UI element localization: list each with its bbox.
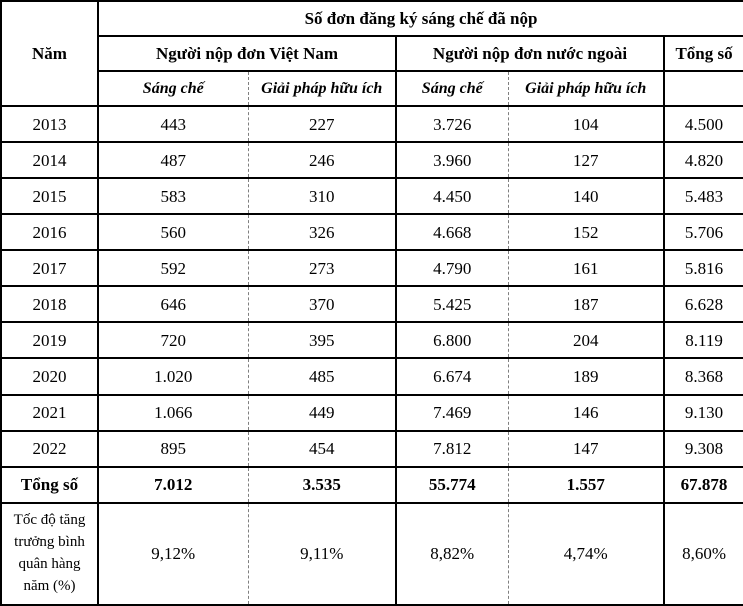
value-cell: 152 — [508, 214, 665, 252]
value-cell: 161 — [508, 250, 665, 288]
year-cell: 2013 — [1, 106, 99, 144]
total-cell: 4.500 — [664, 106, 743, 144]
value-cell: 104 — [508, 106, 665, 144]
value-cell: 443 — [98, 106, 249, 144]
value-cell: 310 — [248, 178, 397, 216]
value-cell: 560 — [98, 214, 249, 252]
total-value-cell: 67.878 — [664, 466, 743, 504]
year-cell: 2019 — [1, 322, 99, 360]
value-cell: 4.450 — [396, 178, 509, 216]
table-row: 2013 443 227 3.726 104 4.500 — [1, 106, 743, 144]
value-cell: 187 — [508, 286, 665, 324]
table-row: 2022 895 454 7.812 147 9.308 — [1, 430, 743, 468]
value-cell: 7.469 — [396, 394, 509, 432]
total-value-cell: 3.535 — [248, 466, 397, 504]
subheader-foreign-utility: Giải pháp hữu ích — [508, 71, 665, 108]
value-cell: 5.425 — [396, 286, 509, 324]
table-row: 2021 1.066 449 7.469 146 9.130 — [1, 394, 743, 432]
value-cell: 3.726 — [396, 106, 509, 144]
year-cell: 2017 — [1, 250, 99, 288]
table-title: Số đơn đăng ký sáng chế đã nộp — [98, 1, 743, 38]
totals-row: Tổng số 7.012 3.535 55.774 1.557 67.878 — [1, 466, 743, 504]
total-cell: 4.820 — [664, 142, 743, 180]
value-cell: 246 — [248, 142, 397, 180]
group-header-foreign: Người nộp đơn nước ngoài — [396, 36, 665, 73]
growth-rate-row: Tốc độ tăng trưởng bình quân hàng năm (%… — [1, 502, 743, 606]
value-cell: 7.812 — [396, 430, 509, 468]
year-cell: 2015 — [1, 178, 99, 216]
subheader-foreign-patent: Sáng chế — [396, 71, 509, 108]
value-cell: 395 — [248, 322, 397, 360]
growth-value-cell: 9,12% — [98, 502, 249, 606]
growth-value-cell: 8,82% — [396, 502, 509, 606]
value-cell: 6.674 — [396, 358, 509, 396]
total-cell: 5.483 — [664, 178, 743, 216]
value-cell: 326 — [248, 214, 397, 252]
total-column-header: Tổng số — [664, 36, 743, 73]
table-row: 2019 720 395 6.800 204 8.119 — [1, 322, 743, 360]
totals-row-label: Tổng số — [1, 466, 99, 504]
year-cell: 2020 — [1, 358, 99, 396]
header-row-groups: Người nộp đơn Việt Nam Người nộp đơn nướ… — [1, 36, 743, 73]
value-cell: 449 — [248, 394, 397, 432]
table-row: 2016 560 326 4.668 152 5.706 — [1, 214, 743, 252]
year-cell: 2016 — [1, 214, 99, 252]
table-row: 2018 646 370 5.425 187 6.628 — [1, 286, 743, 324]
growth-value-cell: 4,74% — [508, 502, 665, 606]
value-cell: 1.066 — [98, 394, 249, 432]
total-cell: 9.130 — [664, 394, 743, 432]
growth-rate-row-label: Tốc độ tăng trưởng bình quân hàng năm (%… — [1, 502, 99, 606]
total-cell: 6.628 — [664, 286, 743, 324]
group-header-vietnam: Người nộp đơn Việt Nam — [98, 36, 397, 73]
value-cell: 3.960 — [396, 142, 509, 180]
total-cell: 9.308 — [664, 430, 743, 468]
total-value-cell: 7.012 — [98, 466, 249, 504]
year-cell: 2014 — [1, 142, 99, 180]
value-cell: 4.790 — [396, 250, 509, 288]
subheader-vn-utility: Giải pháp hữu ích — [248, 71, 397, 108]
table-row: 2014 487 246 3.960 127 4.820 — [1, 142, 743, 180]
year-cell: 2022 — [1, 430, 99, 468]
value-cell: 646 — [98, 286, 249, 324]
total-value-cell: 1.557 — [508, 466, 665, 504]
value-cell: 895 — [98, 430, 249, 468]
value-cell: 583 — [98, 178, 249, 216]
header-row-title: Năm Số đơn đăng ký sáng chế đã nộp — [1, 1, 743, 108]
empty-cell — [664, 71, 743, 108]
table-row: 2017 592 273 4.790 161 5.816 — [1, 250, 743, 288]
value-cell: 147 — [508, 430, 665, 468]
header-row-subcolumns: Sáng chế Giải pháp hữu ích Sáng chế Giải… — [1, 71, 743, 108]
year-cell: 2021 — [1, 394, 99, 432]
value-cell: 189 — [508, 358, 665, 396]
year-cell: 2018 — [1, 286, 99, 324]
total-cell: 5.706 — [664, 214, 743, 252]
value-cell: 146 — [508, 394, 665, 432]
value-cell: 273 — [248, 250, 397, 288]
total-value-cell: 55.774 — [396, 466, 509, 504]
value-cell: 720 — [98, 322, 249, 360]
table-row: 2020 1.020 485 6.674 189 8.368 — [1, 358, 743, 396]
total-cell: 8.119 — [664, 322, 743, 360]
value-cell: 1.020 — [98, 358, 249, 396]
value-cell: 140 — [508, 178, 665, 216]
value-cell: 227 — [248, 106, 397, 144]
value-cell: 592 — [98, 250, 249, 288]
value-cell: 370 — [248, 286, 397, 324]
growth-value-cell: 8,60% — [664, 502, 743, 606]
table-row: 2015 583 310 4.450 140 5.483 — [1, 178, 743, 216]
growth-value-cell: 9,11% — [248, 502, 397, 606]
year-column-header: Năm — [1, 1, 99, 108]
subheader-vn-patent: Sáng chế — [98, 71, 249, 108]
value-cell: 4.668 — [396, 214, 509, 252]
total-cell: 8.368 — [664, 358, 743, 396]
total-cell: 5.816 — [664, 250, 743, 288]
value-cell: 487 — [98, 142, 249, 180]
value-cell: 485 — [248, 358, 397, 396]
value-cell: 454 — [248, 430, 397, 468]
value-cell: 127 — [508, 142, 665, 180]
value-cell: 204 — [508, 322, 665, 360]
value-cell: 6.800 — [396, 322, 509, 360]
